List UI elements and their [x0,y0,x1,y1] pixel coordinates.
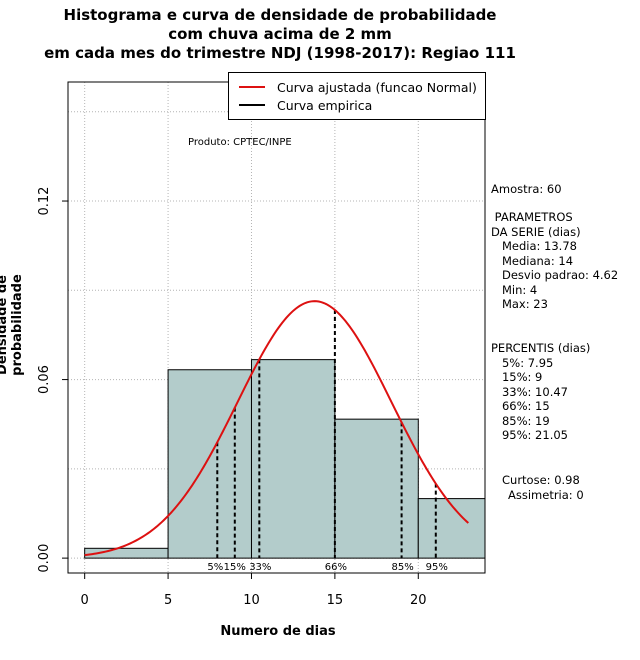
legend-label-empirical: Curva empirica [277,97,373,113]
percentile-label-95%: 95% [426,562,448,573]
stat-pct-title: PERCENTIS (dias) [491,341,591,355]
stat-p15: 15%: 9 [491,370,543,384]
y-tick-label: 0.06 [37,365,52,394]
stat-min: Min: 4 [491,282,538,297]
legend-swatch-fit [239,86,265,88]
legend-item-fit: Curva ajustada (funcao Normal) [239,79,477,95]
stat-kurtosis: Curtose: 0.98 [502,473,580,487]
percentile-label-33%: 33% [249,562,271,573]
stat-median: Mediana: 14 [491,253,574,268]
stat-p85: 85%: 19 [491,413,550,428]
percentile-label-85%: 85% [391,562,413,573]
chart-title-line-1: Histograma e curva de densidade de proba… [63,6,497,24]
y-tick-label: 0.00 [37,544,52,573]
percentile-label-15%: 15% [224,562,246,573]
stat-p66: 66%: 15 [491,399,550,413]
stat-skewness: Assimetria: 0 [508,488,584,502]
stat-p5: 5%: 7.95 [491,355,554,370]
stat-std: Desvio padrao: 4.62 [491,268,619,282]
legend-label-fit: Curva ajustada (funcao Normal) [277,79,477,95]
stat-p33: 33%: 10.47 [491,384,568,399]
legend: Curva ajustada (funcao Normal) Curva emp… [228,72,486,120]
stat-params-title-1: PARAMETROS [491,210,573,224]
producer-label: Produto: CPTEC/INPE [188,137,292,148]
x-tick-label: 15 [327,593,344,608]
stat-max: Max: 23 [491,297,548,311]
stats-percentiles-block: PERCENTIS (dias) 5%: 7.95 15%: 9 33%: 10… [491,341,590,443]
x-tick-label: 20 [410,593,427,608]
stat-sample: Amostra: 60 [491,182,562,196]
y-axis-label: Densidade de probabilidade [0,274,25,376]
histogram-bar-3 [334,418,419,559]
stats-params-block: PARAMETROS DA SERIE (dias) Media: 13.78 M… [491,210,618,312]
legend-item-empirical: Curva empirica [239,97,372,113]
stat-p95: 95%: 21.05 [491,428,568,442]
normal-fit-curve [84,300,469,557]
chart-title-line-2: com chuva acima de 2 mm [168,25,392,43]
legend-swatch-empirical [239,104,265,106]
histogram-bar-4 [417,498,486,559]
stat-params-title-2: DA SERIE (dias) [491,224,581,239]
x-tick-label: 5 [164,593,172,608]
histogram-bars [84,359,486,559]
normal-fit-curve-group [84,300,469,557]
percentile-label-5%: 5% [207,562,223,573]
x-tick-label: 0 [81,593,89,608]
histogram-bar-2 [250,359,336,559]
chart-title-line-3: em cada mes do trimestre NDJ (1998-2017)… [44,44,516,62]
stat-mean: Media: 13.78 [491,239,577,253]
x-tick-label: 10 [243,593,260,608]
y-tick-label: 0.12 [37,187,52,216]
x-axis-label: Numero de dias [220,624,336,639]
percentile-label-66%: 66% [325,562,347,573]
percentile-lines: 5% 15% 33% 66% 85% 95% [207,309,448,573]
